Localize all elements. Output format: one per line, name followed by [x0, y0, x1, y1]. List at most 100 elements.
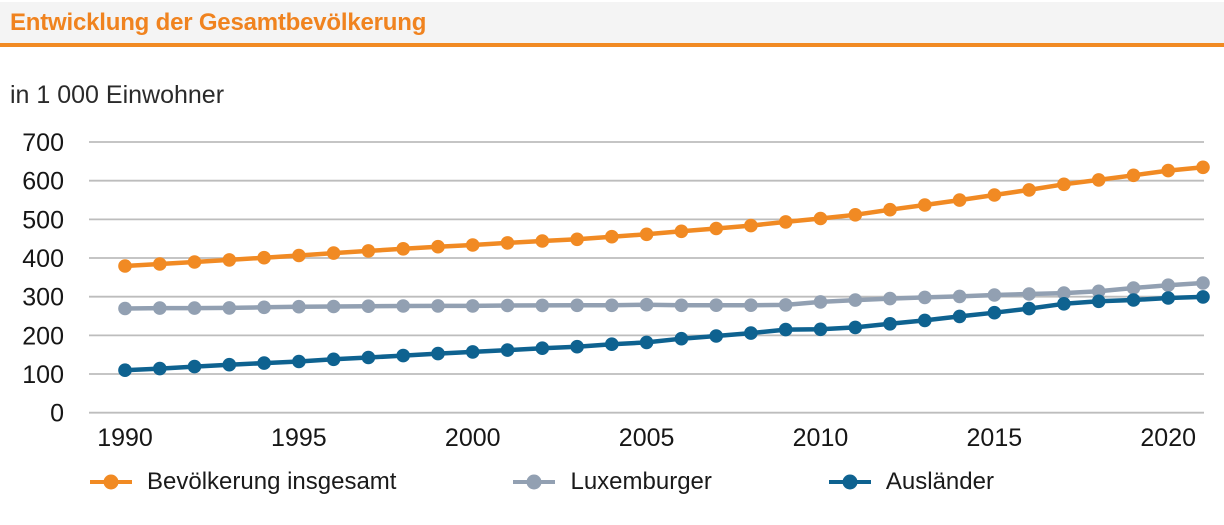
data-point [465, 238, 480, 252]
x-tick-label: 1990 [97, 424, 153, 452]
data-point [535, 298, 550, 313]
data-point [396, 348, 411, 363]
legend-marker-luxemburger-icon [513, 474, 556, 490]
data-point [1161, 163, 1175, 178]
data-point [744, 218, 758, 233]
x-tick-label: 2005 [619, 424, 675, 452]
data-point [431, 239, 445, 254]
legend-marker-auslaender-icon [828, 474, 871, 490]
data-point [153, 257, 167, 271]
data-point [639, 227, 654, 242]
data-point [292, 248, 306, 263]
data-point [1161, 278, 1175, 292]
data-point [883, 291, 897, 306]
data-point [535, 341, 550, 355]
data-point [952, 289, 967, 304]
data-point [396, 242, 411, 256]
data-point [1022, 183, 1036, 197]
y-tick-label: 100 [22, 361, 64, 389]
data-point [674, 331, 689, 346]
legend-item-luxemburger: Luxemburger [512, 468, 712, 496]
data-point [987, 188, 1002, 202]
y-tick-label: 0 [50, 400, 64, 428]
data-point [257, 356, 271, 370]
series-line-Bevölkerung insgesamt [122, 165, 1206, 269]
data-point [1022, 301, 1036, 316]
data-point [1091, 284, 1106, 299]
data-point [326, 352, 341, 367]
data-point [1126, 281, 1141, 295]
data-point [952, 193, 967, 207]
data-point [431, 346, 445, 361]
unit-label: in 1 000 Einwohner [10, 81, 225, 109]
data-point [605, 337, 619, 351]
data-point [153, 301, 167, 315]
data-point [292, 299, 306, 314]
data-point [361, 299, 376, 313]
data-point [744, 326, 758, 340]
page-title: Entwicklung der Gesamtbevölkerung [10, 8, 427, 36]
data-point [848, 320, 863, 335]
data-point [1091, 173, 1106, 187]
data-point [257, 250, 271, 265]
x-tick-label: 2010 [793, 424, 849, 452]
data-point [1126, 168, 1141, 183]
data-point [500, 236, 515, 250]
data-point [222, 253, 237, 267]
data-point [222, 357, 237, 372]
legend-label-auslaender: Ausländer [885, 468, 994, 495]
population-line-chart: 0 100 200 300 400 500 600 700 1990 1995 2000 2005 20… [22, 129, 1210, 452]
data-point [570, 339, 584, 354]
x-tick-label: 2000 [445, 424, 501, 452]
data-point [674, 224, 689, 239]
data-point [500, 298, 515, 313]
data-point [153, 361, 167, 376]
data-point [361, 350, 376, 365]
data-point [570, 232, 584, 247]
data-point [431, 299, 445, 313]
data-point [744, 298, 758, 312]
data-point [361, 244, 376, 258]
y-tick-label: 600 [22, 168, 64, 196]
data-point [1196, 160, 1210, 175]
data-point [605, 298, 619, 313]
data-point [674, 298, 689, 313]
legend-item-bevoelkerung-insgesamt: Bevölkerung insgesamt [89, 468, 396, 496]
data-point [187, 255, 202, 269]
data-point [222, 301, 237, 315]
chart-title-bar: Entwicklung der Gesamtbevölkerung [0, 2, 1224, 47]
data-point [605, 229, 619, 244]
data-point [292, 354, 306, 369]
data-point [570, 298, 584, 313]
data-point [987, 288, 1002, 302]
data-point [500, 343, 515, 357]
data-point [257, 300, 271, 315]
data-point [118, 301, 132, 316]
data-point [639, 335, 654, 350]
data-point [918, 313, 932, 328]
data-point [396, 299, 411, 313]
legend-marker-total-icon [90, 474, 132, 490]
data-point [187, 359, 202, 374]
x-tick-label: 2015 [967, 424, 1023, 452]
data-point [535, 234, 550, 248]
x-tick-label: 2020 [1140, 424, 1196, 452]
data-point [1022, 287, 1036, 301]
y-tick-label: 700 [22, 129, 64, 157]
data-point [709, 221, 723, 236]
data-point [813, 211, 828, 226]
data-point [639, 297, 654, 312]
data-point [778, 322, 793, 337]
data-point [1126, 293, 1141, 307]
data-point [709, 329, 723, 343]
data-point [918, 198, 932, 212]
data-point [1057, 297, 1071, 311]
data-point [326, 246, 341, 260]
data-point [118, 363, 132, 377]
data-point [918, 290, 932, 305]
data-point [778, 215, 793, 229]
legend-item-auslaender: Ausländer [828, 468, 994, 496]
data-point [778, 298, 793, 312]
data-point [848, 208, 863, 222]
data-point [187, 301, 202, 315]
